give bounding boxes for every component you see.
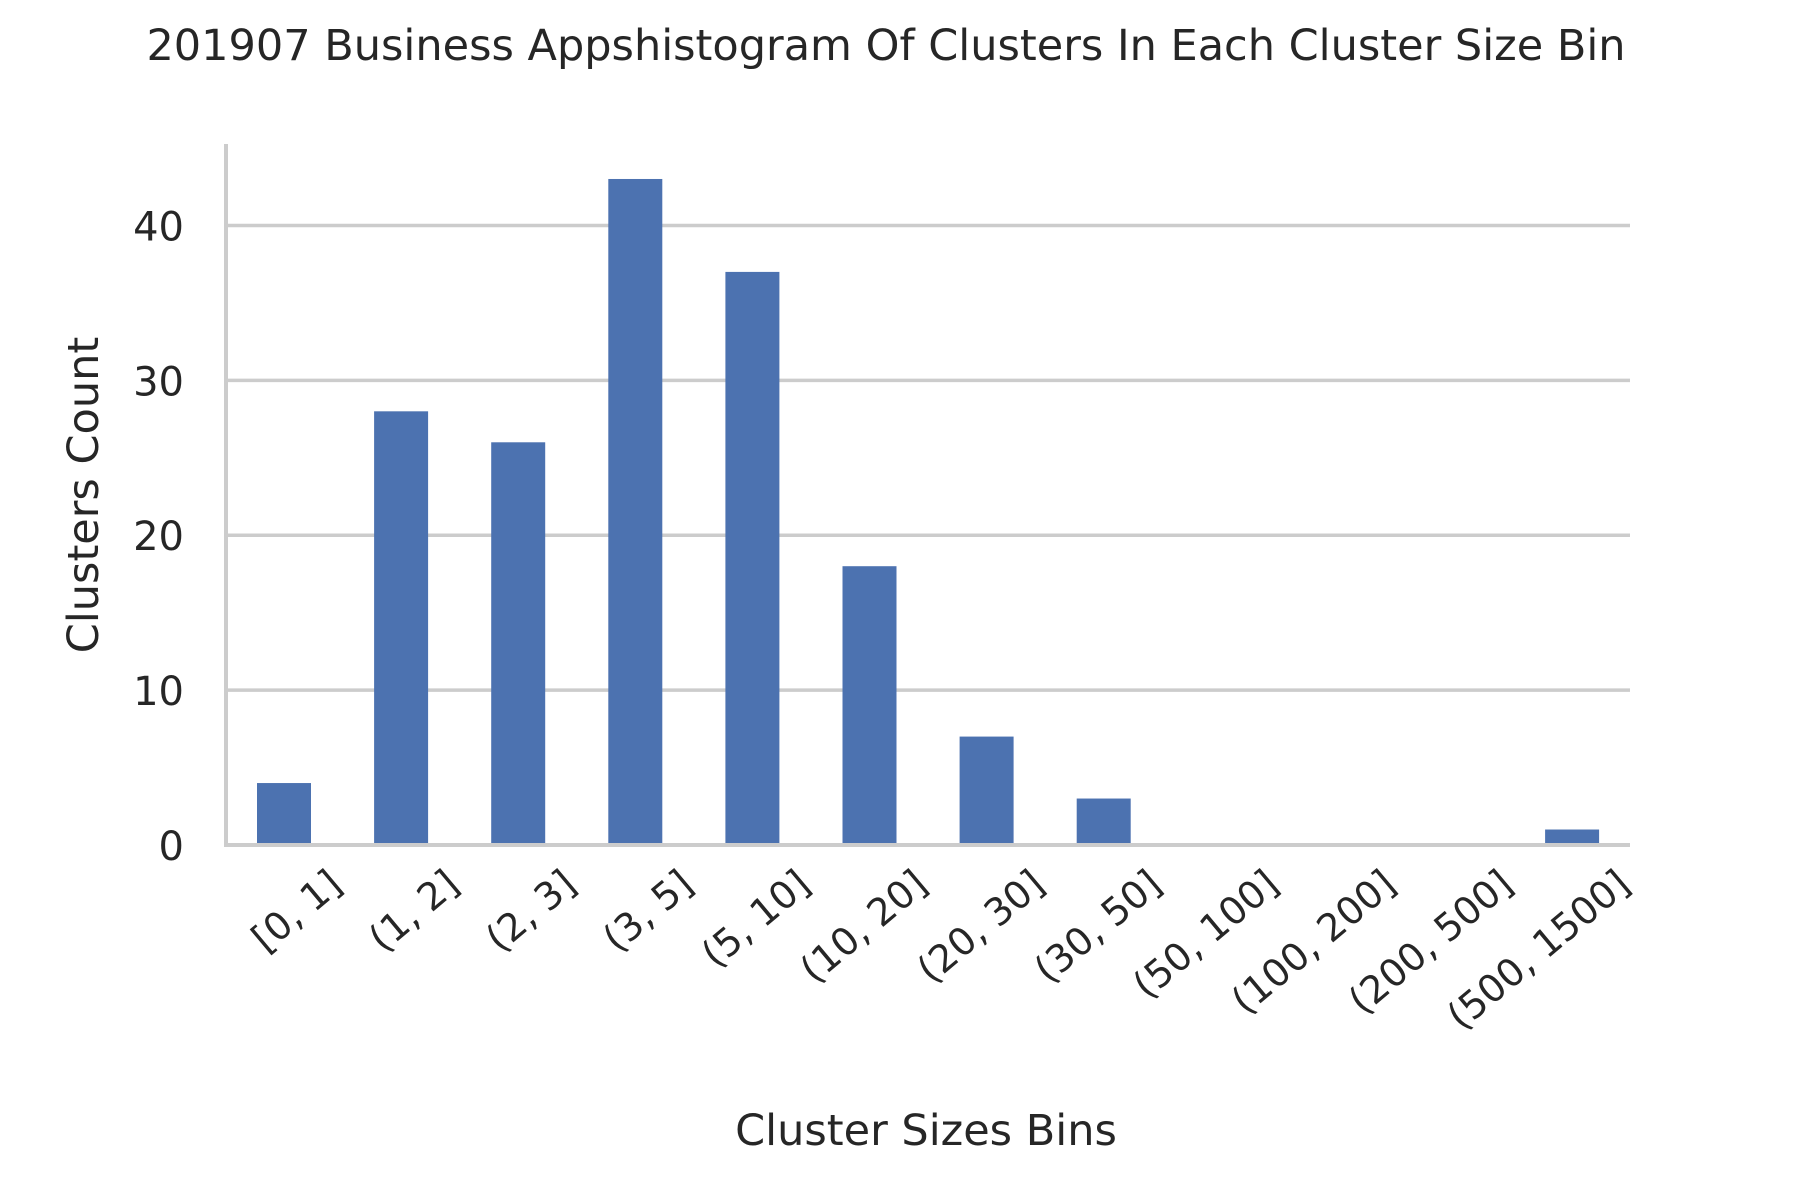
axes (224, 144, 1630, 847)
x-tick-label: (2, 3] (477, 861, 584, 960)
x-axis-label: Cluster Sizes Bins (735, 1106, 1117, 1156)
y-tick-labels: 0 10 20 30 40 (133, 204, 184, 870)
bar (257, 783, 311, 845)
bars (257, 178, 1600, 845)
bar (1545, 829, 1600, 845)
x-tick-label: (1, 2] (360, 861, 467, 960)
chart-title: 201907 Business Appshistogram Of Cluster… (146, 21, 1625, 71)
y-tick-label: 10 (133, 669, 184, 715)
y-tick-label: 30 (133, 359, 184, 405)
bar (491, 442, 546, 845)
x-tick-labels: [0, 1] (1, 2] (2, 3] (3, 5](5, 10](10, 20](… (243, 861, 1638, 1038)
x-tick-label: (3, 5] (595, 861, 702, 960)
bar (959, 736, 1014, 845)
bar (608, 178, 663, 845)
bar (374, 411, 429, 845)
x-tick-label: (20, 30] (909, 861, 1053, 991)
bar (725, 271, 780, 845)
y-axis-label: Clusters Count (59, 337, 109, 653)
x-tick-label: (10, 20] (792, 861, 936, 991)
y-tick-label: 20 (133, 514, 184, 560)
bar (842, 566, 897, 845)
x-tick-label: [0, 1] (243, 861, 350, 960)
y-tick-label: 40 (133, 204, 184, 250)
bar (1076, 798, 1131, 845)
y-tick-label: 0 (159, 824, 184, 870)
grid-lines (226, 223, 1630, 692)
